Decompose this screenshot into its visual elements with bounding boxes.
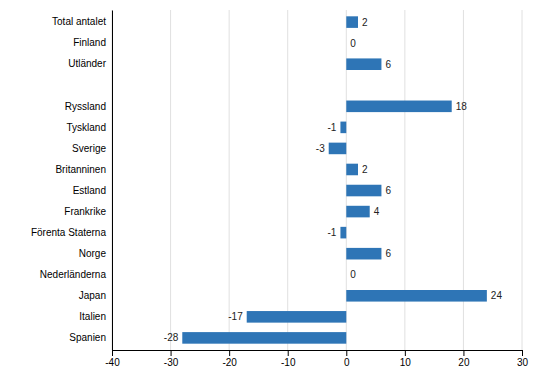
y-tick: Utländer [68,58,112,69]
x-tick-mark [346,350,347,356]
bar [346,37,347,49]
y-tick-label: Britanninen [55,164,106,175]
y-axis-line [112,11,113,351]
data-label: -28 [164,332,179,343]
y-tick-label: Förenta Staterna [31,227,106,238]
y-tick: Japan [79,290,112,301]
y-tick: Nederländerna [40,269,112,280]
bars [182,16,487,343]
y-tick-label: Sverige [72,143,106,154]
y-tick-label: Nederländerna [40,269,107,280]
grid-line [229,10,230,350]
data-label: 24 [491,290,503,301]
data-label: 2 [362,17,368,28]
y-tick: Frankrike [64,206,112,217]
bar [346,164,358,176]
data-label: 6 [385,185,391,196]
bar [346,206,369,218]
x-axis: -40 -30 -20 -10 0 10 20 30 [105,350,528,368]
y-tick: Norge [79,248,112,259]
x-tick: -10 [281,350,296,368]
x-tick-mark [463,350,464,356]
bar [346,185,381,197]
y-tick-label: Italien [79,311,106,322]
data-labels: 20618-1-3264-16024-17-28 [164,17,503,344]
data-label: 6 [385,59,391,70]
bar [247,311,347,323]
bar [346,101,451,113]
data-label: 0 [350,38,356,49]
y-tick: Spanien [69,332,112,343]
plot: -40-30-20-100102030Total antaletFinlandU… [31,10,529,368]
y-tick: Tyskland [67,122,112,133]
y-tick-label: Estland [73,185,106,196]
x-tick-mark [522,350,523,356]
y-tick-label: Tyskland [67,122,106,133]
bar [340,227,346,239]
y-tick: Ryssland [65,101,112,112]
bar [340,122,346,134]
bar [346,290,487,302]
x-tick: -40 [105,350,120,368]
x-tick: 20 [458,350,470,368]
x-tick-label: 10 [400,357,412,368]
grid-line [112,10,113,350]
y-tick-label: Norge [79,248,107,259]
y-tick: Förenta Staterna [31,227,112,238]
y-tick-label: Spanien [69,332,106,343]
x-tick-mark [171,350,172,356]
x-tick-label: 0 [344,357,350,368]
x-tick: 10 [400,350,412,368]
y-axis: Total antalet Finland Utländer Ryssland Tysk… [31,11,113,351]
x-tick-label: -30 [164,357,179,368]
x-tick: -20 [222,350,237,368]
grid [112,10,522,350]
data-label: 0 [350,269,356,280]
x-tick: 0 [344,350,350,368]
bar [346,16,358,28]
bar [182,332,346,344]
data-label: 6 [385,248,391,259]
y-tick-label: Finland [73,37,106,48]
grid-line [522,10,523,350]
grid-line [170,10,171,350]
y-tick-label: Frankrike [64,206,106,217]
x-tick-mark [112,350,113,356]
y-tick: Italien [79,311,112,322]
y-tick-label: Japan [79,290,106,301]
x-axis-line [113,351,523,357]
y-tick: Estland [73,185,112,196]
data-label: 2 [362,164,368,175]
bar [346,248,381,260]
x-tick-mark [405,350,406,356]
x-tick-label: 20 [458,357,470,368]
bar [346,58,381,70]
data-label: -3 [316,143,325,154]
x-tick: 30 [517,350,529,368]
chart: -40-30-20-100102030Total antaletFinlandU… [0,0,546,376]
x-tick-label: -20 [222,357,237,368]
y-tick-label: Ryssland [65,101,106,112]
y-tick: Sverige [72,143,112,154]
x-tick-label: 30 [517,357,529,368]
data-label: 18 [456,101,468,112]
y-tick-label: Total antalet [52,16,106,27]
y-tick-label: Utländer [68,58,106,69]
data-label: 4 [374,206,380,217]
x-tick-mark [229,350,230,356]
y-tick: Finland [73,37,112,48]
data-label: -1 [328,122,337,133]
x-tick-mark [288,350,289,356]
data-label: -17 [228,311,243,322]
y-tick: Total antalet [52,16,112,27]
grid-line [287,10,288,350]
x-tick: -30 [164,350,179,368]
x-tick-label: -10 [281,357,296,368]
data-label: -1 [328,227,337,238]
x-tick-label: -40 [105,357,120,368]
bar [346,269,347,281]
bar [329,143,347,155]
y-tick: Britanninen [55,164,112,175]
